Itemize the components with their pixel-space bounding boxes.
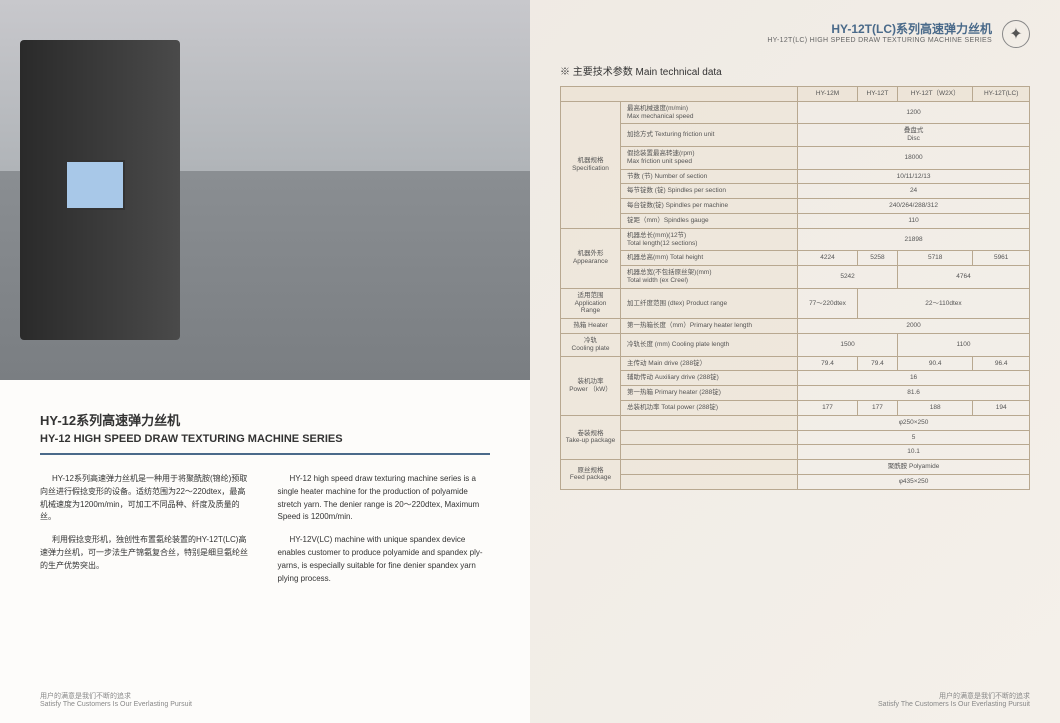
table-row: 卷装规格Take-up packageφ250×250 bbox=[561, 415, 1030, 430]
body-p2: 利用假捻变形机，独创性布置氨纶装置的HY-12T(LC)高速弹力丝机，可一步法生… bbox=[40, 534, 253, 572]
table-row: 锭距（mm）Spindles gauge110 bbox=[561, 213, 1030, 228]
table-row: 假捻装置最高转速(rpm)Max friction unit speed1800… bbox=[561, 146, 1030, 169]
title-underline bbox=[40, 453, 490, 455]
table-row: 冷轨Cooling plate冷轨长度 (mm) Cooling plate l… bbox=[561, 333, 1030, 356]
spec-table: HY-12M HY-12T HY-12T（W2X） HY-12T(LC) 机器规… bbox=[560, 86, 1030, 490]
table-row: φ435×250 bbox=[561, 474, 1030, 489]
table-row: 总装机功率 Total power (288锭)177177188194 bbox=[561, 400, 1030, 415]
table-row: 机器规格Specification最高机械速度(m/min)Max mechan… bbox=[561, 101, 1030, 124]
table-row: 热箱 Heater第一热箱长度（mm）Primary heater length… bbox=[561, 319, 1030, 334]
table-row: 辅助传动 Auxiliary drive (288锭)16 bbox=[561, 371, 1030, 386]
right-title-en: HY-12T(LC) HIGH SPEED DRAW TEXTURING MAC… bbox=[767, 37, 992, 44]
table-row: 节数 (节) Number of section10/11/12/13 bbox=[561, 169, 1030, 184]
table-row: 原丝规格Feed package聚酰胺 Polyamide bbox=[561, 460, 1030, 475]
table-row: 适用范围Application Range加工纤度范围 (dtex) Produ… bbox=[561, 288, 1030, 318]
table-row: 10.1 bbox=[561, 445, 1030, 460]
footer-right: 用户的满意是我们不断的追求 Satisfy The Customers Is O… bbox=[560, 691, 1030, 708]
table-row: 机器总宽(不包括原丝架)(mm)Total width (ex Creel)52… bbox=[561, 266, 1030, 289]
right-title-cn: HY-12T(LC)系列高速弹力丝机 bbox=[767, 20, 992, 37]
table-row: 每台锭数(锭) Spindles per machine240/264/288/… bbox=[561, 199, 1030, 214]
table-row: 5 bbox=[561, 430, 1030, 445]
table-row: 机器外形Appearance机器总长(mm)(12节)Total length(… bbox=[561, 228, 1030, 251]
table-row: 机器总高(mm) Total height4224525857185961 bbox=[561, 251, 1030, 266]
body-p1: HY-12系列高速弹力丝机是一种用于将聚酰胺(锦纶)预取向丝进行假捻变形的设备。… bbox=[40, 473, 253, 524]
table-row: 第一热箱 Primary heater (288锭)81.6 bbox=[561, 386, 1030, 401]
machine-photo bbox=[0, 0, 530, 380]
table-header-row: HY-12M HY-12T HY-12T（W2X） HY-12T(LC) bbox=[561, 87, 1030, 102]
body-p4: HY-12V(LC) machine with unique spandex d… bbox=[278, 534, 491, 585]
footer-left: 用户的满意是我们不断的追求 Satisfy The Customers Is O… bbox=[0, 691, 530, 708]
table-title: ※ 主要技术参数 Main technical data bbox=[560, 63, 1030, 78]
right-header: HY-12T(LC)系列高速弹力丝机 HY-12T(LC) HIGH SPEED… bbox=[560, 20, 1030, 48]
table-row: 每节锭数 (锭) Spindles per section24 bbox=[561, 184, 1030, 199]
series-title-en: HY-12 HIGH SPEED DRAW TEXTURING MACHINE … bbox=[40, 433, 490, 445]
series-title-cn: HY-12系列高速弹力丝机 bbox=[40, 410, 490, 429]
table-row: 加捻方式 Texturing friction unit叠盘式Disc bbox=[561, 124, 1030, 147]
table-row: 装机功率Power （kW）主传动 Main drive (288锭）79.47… bbox=[561, 356, 1030, 371]
brand-logo-icon: ✦ bbox=[1002, 20, 1030, 48]
body-text: HY-12系列高速弹力丝机是一种用于将聚酰胺(锦纶)预取向丝进行假捻变形的设备。… bbox=[40, 473, 490, 595]
body-p3: HY-12 high speed draw texturing machine … bbox=[278, 473, 491, 524]
